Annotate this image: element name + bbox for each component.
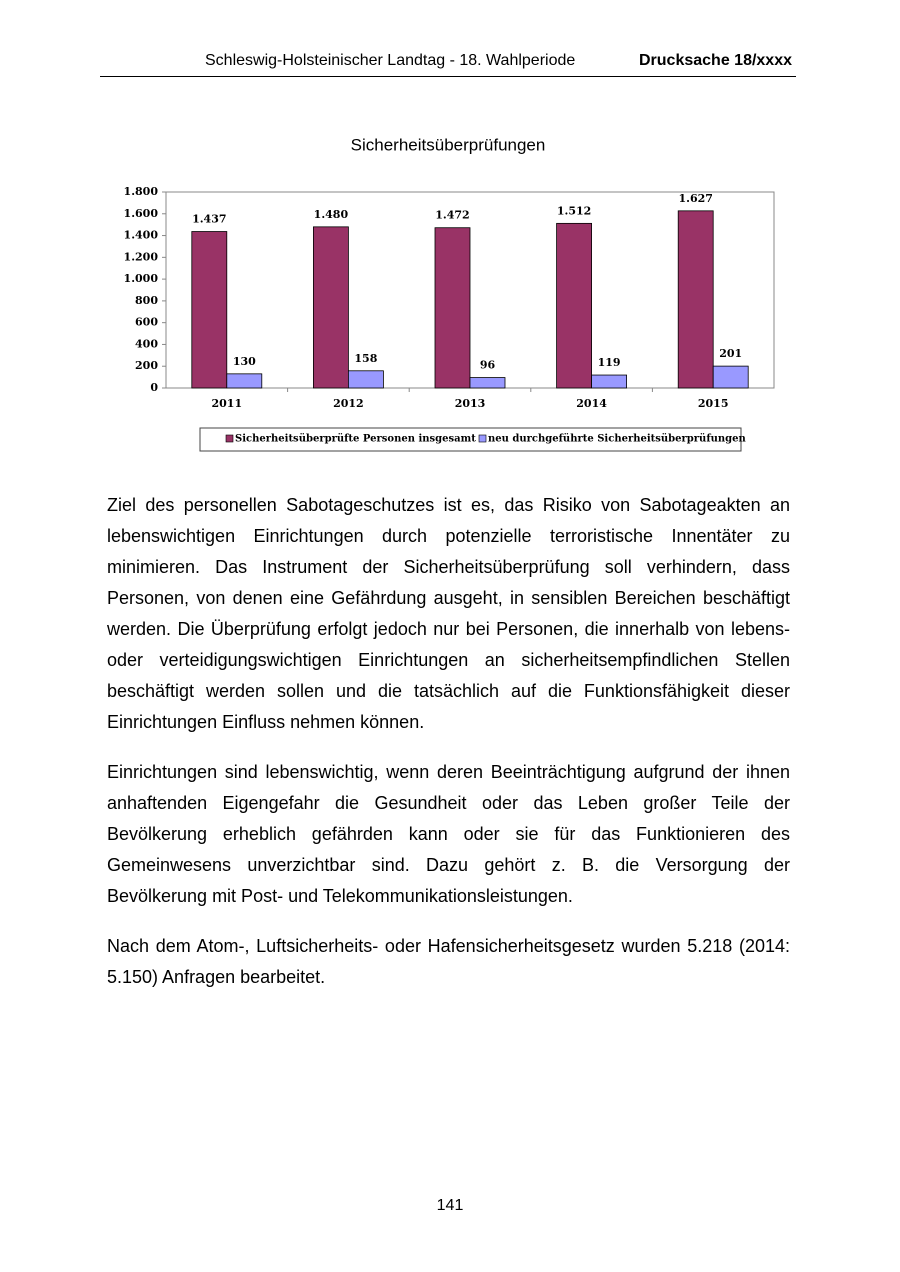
y-tick-label: 400 [135,337,158,350]
x-tick-label: 2012 [333,397,364,410]
bar [469,377,506,389]
y-tick-label: 800 [135,294,158,307]
legend-label: Sicherheitsüberprüfte Personen insgesamt [235,434,476,445]
value-label: 158 [354,352,377,365]
legend-swatch [478,434,487,443]
paragraph: Ziel des personellen Sabotageschutzes is… [107,495,790,732]
header-rule [100,76,796,77]
x-tick-label: 2013 [455,397,486,410]
header-left: Schleswig-Holsteinischer Landtag - 18. W… [205,52,576,69]
body-text: Ziel des personellen Sabotageschutzes is… [107,490,790,1012]
value-label: 1.627 [678,192,712,205]
y-tick-label: 1.200 [124,250,159,263]
bar [312,226,349,389]
y-tick-label: 200 [135,359,158,372]
y-tick-label: 1.400 [124,229,159,242]
header-right: Drucksache 18/xxxx [639,52,792,69]
paragraph: Einrichtungen sind lebenswichtig, wenn d… [107,762,790,906]
bar [677,210,714,389]
value-label: 119 [598,356,621,369]
legend-label: neu durchgeführte Sicherheitsüberprüfung… [488,434,747,445]
value-label: 130 [233,355,256,368]
page-number: 141 [436,1197,464,1214]
y-tick-label: 600 [135,316,158,329]
x-tick-label: 2015 [698,397,729,410]
legend-box [199,427,742,452]
bar [556,222,592,389]
value-label: 96 [480,359,496,372]
bar [191,231,228,389]
y-tick-label: 1.000 [124,272,159,285]
value-label: 1.437 [192,213,226,226]
bar [226,373,263,389]
bar [591,374,627,389]
value-label: 201 [719,347,742,360]
chart: Sicherheitsüberprüfungen 0 200 400 600 800 1.… [124,135,775,452]
y-tick-label: 1.800 [124,185,159,198]
chart-title: Sicherheitsüberprüfungen [351,135,546,154]
y-tick-label: 0 [150,381,158,394]
legend-swatch [225,434,234,443]
value-label: 1.512 [557,204,591,217]
bar [712,365,749,389]
bar [347,370,384,389]
x-tick-label: 2011 [211,397,242,410]
y-tick-label: 1.600 [124,207,159,220]
x-tick-label: 2014 [576,397,607,410]
paragraph: Nach dem Atom-, Luftsicherheits- oder Ha… [107,936,790,987]
bar [434,227,471,389]
value-label: 1.472 [435,209,469,222]
value-label: 1.480 [314,208,349,221]
